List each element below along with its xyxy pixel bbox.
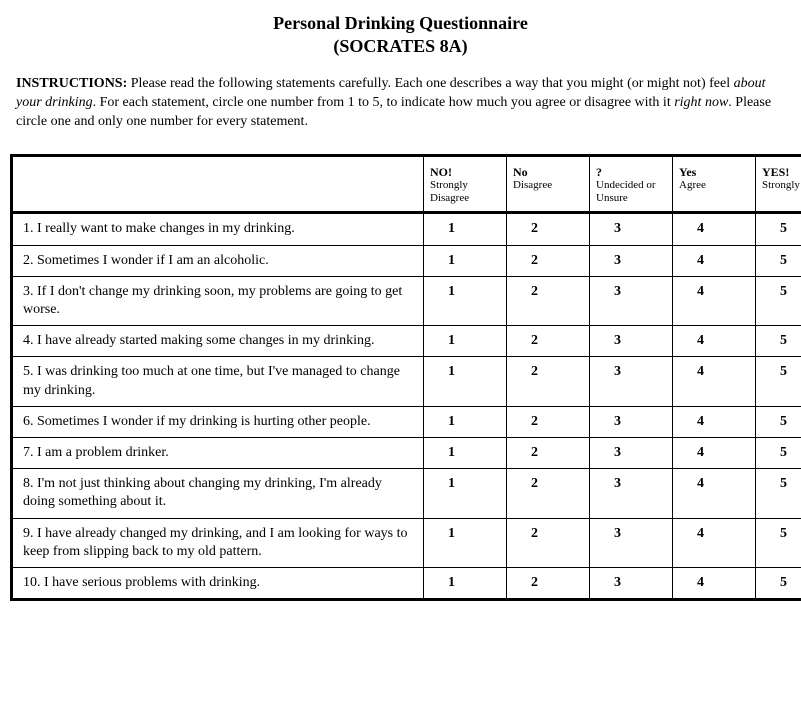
option-cell[interactable]: 4 — [673, 276, 756, 325]
option-cell[interactable]: 2 — [507, 518, 590, 567]
option-cell[interactable]: 4 — [673, 245, 756, 276]
option-cell[interactable]: 1 — [424, 518, 507, 567]
header-col-3: ? Undecided or Unsure — [590, 155, 673, 213]
option-cell[interactable]: 3 — [590, 567, 673, 599]
option-cell[interactable]: 3 — [590, 245, 673, 276]
header-col-2-bold: No — [513, 165, 585, 179]
header-col-4: Yes Agree — [673, 155, 756, 213]
header-col-2-sub: Disagree — [513, 179, 552, 191]
option-cell[interactable]: 1 — [424, 357, 507, 406]
table-header-row: NO! Strongly Disagree No Disagree ? Unde… — [12, 155, 801, 213]
header-col-2: No Disagree — [507, 155, 590, 213]
instructions-part-b: . For each statement, circle one number … — [93, 95, 675, 110]
table-body: 1. I really want to make changes in my d… — [12, 213, 801, 600]
header-col-5-sub: Strongly Agree — [762, 179, 801, 191]
table-row: 7. I am a problem drinker.12345 — [12, 437, 801, 468]
statement-cell: 9. I have already changed my drinking, a… — [12, 518, 424, 567]
option-cell[interactable]: 1 — [424, 276, 507, 325]
option-cell[interactable]: 4 — [673, 469, 756, 518]
table-row: 3. If I don't change my drinking soon, m… — [12, 276, 801, 325]
option-cell[interactable]: 2 — [507, 213, 590, 245]
option-cell[interactable]: 1 — [424, 406, 507, 437]
table-row: 10. I have serious problems with drinkin… — [12, 567, 801, 599]
option-cell[interactable]: 3 — [590, 469, 673, 518]
statement-cell: 5. I was drinking too much at one time, … — [12, 357, 424, 406]
table-row: 8. I'm not just thinking about changing … — [12, 469, 801, 518]
header-col-3-sub: Undecided or Unsure — [596, 179, 656, 204]
option-cell[interactable]: 2 — [507, 326, 590, 357]
table-row: 2. Sometimes I wonder if I am an alcohol… — [12, 245, 801, 276]
title-line-1: Personal Drinking Questionnaire — [10, 12, 791, 35]
header-col-3-bold: ? — [596, 165, 668, 179]
title-block: Personal Drinking Questionnaire (SOCRATE… — [10, 12, 791, 57]
option-cell[interactable]: 1 — [424, 567, 507, 599]
option-cell[interactable]: 5 — [756, 567, 801, 599]
option-cell[interactable]: 1 — [424, 469, 507, 518]
option-cell[interactable]: 5 — [756, 326, 801, 357]
instructions: INSTRUCTIONS: Please read the following … — [16, 75, 785, 132]
option-cell[interactable]: 2 — [507, 567, 590, 599]
statement-cell: 1. I really want to make changes in my d… — [12, 213, 424, 245]
option-cell[interactable]: 2 — [507, 437, 590, 468]
option-cell[interactable]: 5 — [756, 406, 801, 437]
option-cell[interactable]: 3 — [590, 213, 673, 245]
option-cell[interactable]: 5 — [756, 518, 801, 567]
statement-cell: 6. Sometimes I wonder if my drinking is … — [12, 406, 424, 437]
header-col-4-sub: Agree — [679, 179, 706, 191]
option-cell[interactable]: 4 — [673, 567, 756, 599]
option-cell[interactable]: 3 — [590, 276, 673, 325]
option-cell[interactable]: 2 — [507, 276, 590, 325]
header-col-1-bold: NO! — [430, 165, 502, 179]
option-cell[interactable]: 4 — [673, 213, 756, 245]
statement-cell: 7. I am a problem drinker. — [12, 437, 424, 468]
statement-cell: 10. I have serious problems with drinkin… — [12, 567, 424, 599]
title-line-2: (SOCRATES 8A) — [10, 35, 791, 58]
option-cell[interactable]: 2 — [507, 469, 590, 518]
option-cell[interactable]: 3 — [590, 326, 673, 357]
statement-cell: 2. Sometimes I wonder if I am an alcohol… — [12, 245, 424, 276]
statement-cell: 4. I have already started making some ch… — [12, 326, 424, 357]
header-col-4-bold: Yes — [679, 165, 751, 179]
option-cell[interactable]: 5 — [756, 357, 801, 406]
option-cell[interactable]: 5 — [756, 469, 801, 518]
option-cell[interactable]: 5 — [756, 276, 801, 325]
option-cell[interactable]: 2 — [507, 357, 590, 406]
table-row: 4. I have already started making some ch… — [12, 326, 801, 357]
option-cell[interactable]: 5 — [756, 437, 801, 468]
instructions-lead: INSTRUCTIONS: — [16, 76, 127, 91]
header-col-5-bold: YES! — [762, 165, 801, 179]
option-cell[interactable]: 5 — [756, 245, 801, 276]
instructions-part-a: Please read the following statements car… — [127, 76, 733, 91]
table-row: 9. I have already changed my drinking, a… — [12, 518, 801, 567]
statement-cell: 8. I'm not just thinking about changing … — [12, 469, 424, 518]
table-row: 1. I really want to make changes in my d… — [12, 213, 801, 245]
table-row: 5. I was drinking too much at one time, … — [12, 357, 801, 406]
option-cell[interactable]: 3 — [590, 518, 673, 567]
option-cell[interactable]: 2 — [507, 245, 590, 276]
questionnaire-table: NO! Strongly Disagree No Disagree ? Unde… — [10, 154, 801, 601]
header-empty — [12, 155, 424, 213]
table-row: 6. Sometimes I wonder if my drinking is … — [12, 406, 801, 437]
option-cell[interactable]: 1 — [424, 437, 507, 468]
statement-cell: 3. If I don't change my drinking soon, m… — [12, 276, 424, 325]
header-col-1: NO! Strongly Disagree — [424, 155, 507, 213]
option-cell[interactable]: 4 — [673, 326, 756, 357]
option-cell[interactable]: 1 — [424, 326, 507, 357]
option-cell[interactable]: 4 — [673, 357, 756, 406]
option-cell[interactable]: 2 — [507, 406, 590, 437]
option-cell[interactable]: 3 — [590, 357, 673, 406]
header-col-1-sub: Strongly Disagree — [430, 179, 469, 204]
header-col-5: YES! Strongly Agree — [756, 155, 801, 213]
instructions-italic-2: right now — [674, 95, 728, 110]
option-cell[interactable]: 1 — [424, 213, 507, 245]
option-cell[interactable]: 5 — [756, 213, 801, 245]
option-cell[interactable]: 4 — [673, 518, 756, 567]
option-cell[interactable]: 3 — [590, 406, 673, 437]
option-cell[interactable]: 4 — [673, 406, 756, 437]
option-cell[interactable]: 3 — [590, 437, 673, 468]
option-cell[interactable]: 1 — [424, 245, 507, 276]
option-cell[interactable]: 4 — [673, 437, 756, 468]
